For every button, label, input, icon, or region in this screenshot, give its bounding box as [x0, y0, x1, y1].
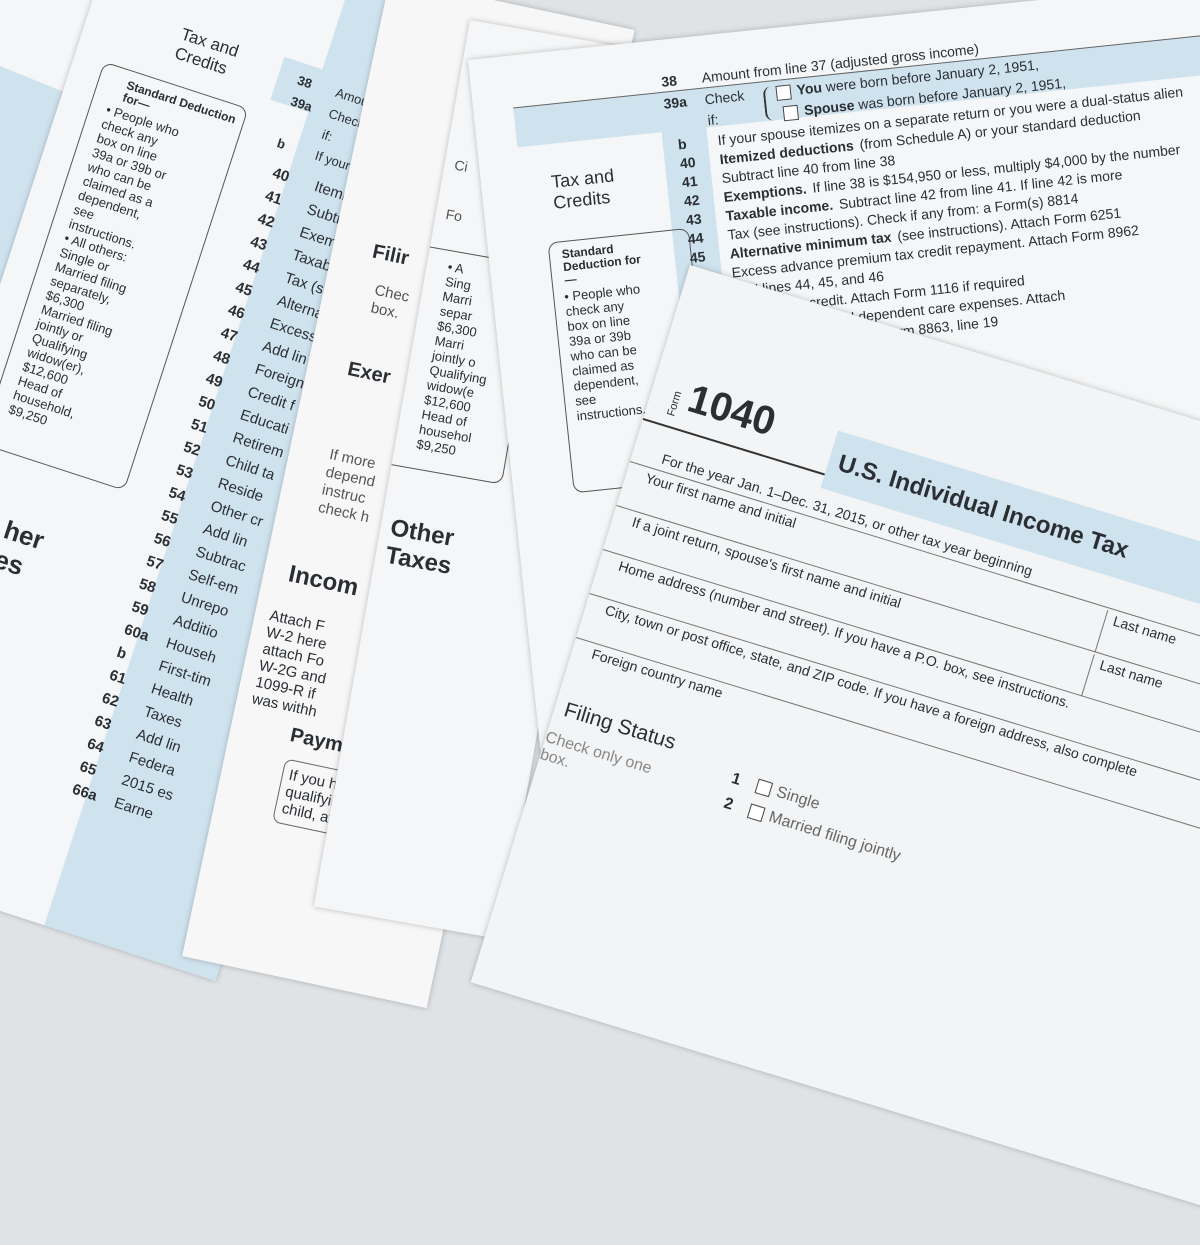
form-label: Form: [665, 389, 685, 418]
you-label: You: [795, 79, 823, 98]
other-taxes-label: her es: [0, 514, 48, 582]
filing-status-label: Filir: [370, 240, 411, 270]
line-number: 40: [679, 153, 697, 172]
check-text: Chec box.: [369, 282, 411, 324]
line-number: 38: [660, 72, 678, 90]
option-checkbox[interactable]: [754, 778, 774, 798]
line-number: 42: [683, 191, 701, 210]
spouse-checkbox[interactable]: [782, 104, 800, 122]
filing-options: 1Single 2Married filing jointly: [719, 770, 910, 874]
option-text: Single: [774, 783, 822, 814]
check-if-label: if:: [706, 111, 720, 129]
you-checkbox[interactable]: [775, 84, 792, 101]
option-checkbox[interactable]: [746, 803, 766, 823]
exemptions-label: Exer: [345, 358, 393, 389]
line-number: 39a: [662, 93, 688, 112]
dependents-text: If more depend instruc check h: [316, 446, 382, 527]
label-fragment: Ci: [453, 156, 470, 175]
section-title: Tax and Credits: [550, 165, 615, 213]
section-title: Tax and Credits: [172, 24, 242, 79]
line-number: b: [677, 135, 688, 153]
line-number: 45: [689, 248, 707, 266]
line-number: 43: [685, 210, 703, 229]
check-label: Check: [703, 87, 745, 108]
income-label: Incom: [286, 560, 361, 602]
line-number: 44: [687, 229, 705, 247]
line-number: 41: [681, 172, 699, 191]
label-fragments: Ci Fo: [442, 140, 475, 241]
other-taxes-label: Other Taxes: [383, 514, 457, 580]
attach-text: Attach F W-2 here attach Fo W-2G and 1099-R …: [250, 607, 338, 721]
label-fragment: Fo: [444, 205, 464, 225]
